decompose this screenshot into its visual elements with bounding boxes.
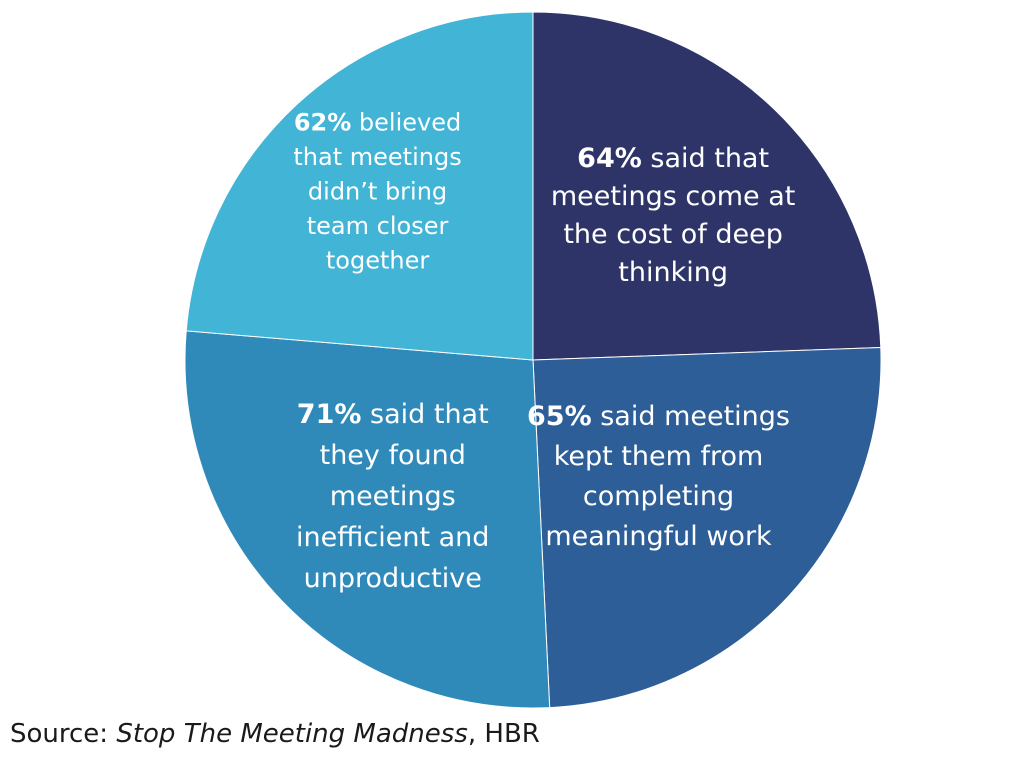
slice-label-line: together xyxy=(326,246,429,274)
slice-percent: 62% xyxy=(294,108,351,136)
slice-label-line: the cost of deep xyxy=(563,219,783,250)
slice-label-line: inefficient and xyxy=(296,522,489,553)
slice-percent: 64% xyxy=(577,143,642,174)
slice-labels: 64% said that meetings come at the cost of… xyxy=(293,108,795,593)
slice-label-line: team closer xyxy=(307,212,449,240)
slice-label-line: 71% said that xyxy=(297,399,489,430)
source-suffix: , HBR xyxy=(467,719,540,749)
pie-slices xyxy=(184,11,882,709)
slice-label-line: meaningful work xyxy=(545,521,772,552)
slice-label: 71% said that they found meetings inefficie… xyxy=(296,399,489,594)
pie-slice xyxy=(185,11,534,361)
slice-label-line: that meetings xyxy=(293,143,461,171)
slice-label: 62% believed that meetings didn’t bring tea… xyxy=(293,108,461,274)
pie-slice xyxy=(184,330,551,709)
slice-label-line: thinking xyxy=(618,257,728,288)
slice-label-line: they found xyxy=(320,440,466,471)
slice-label-line: unproductive xyxy=(304,563,482,594)
slice-label-line: meetings xyxy=(330,481,456,512)
source-prefix: Source: xyxy=(10,719,117,749)
slice-label-line: 64% said that xyxy=(577,143,769,174)
pie-slice xyxy=(532,11,882,361)
slice-label-line: didn’t bring xyxy=(308,177,447,205)
slice-label: 65% said meetings kept them from completin… xyxy=(527,401,790,552)
slice-label-line: 62% believed xyxy=(294,108,461,136)
pie-slice xyxy=(532,346,882,709)
slice-percent: 71% xyxy=(297,399,362,430)
slice-label-line: completing xyxy=(583,481,734,512)
source-note: Source: Stop The Meeting Madness, HBR xyxy=(10,719,540,749)
slice-label-line: meetings come at xyxy=(551,181,796,212)
source-title: Stop The Meeting Madness xyxy=(116,719,468,749)
slice-label: 64% said that meetings come at the cost of… xyxy=(551,143,796,288)
slice-percent: 65% xyxy=(527,401,592,432)
slice-label-line: kept them from xyxy=(554,441,764,472)
slice-label-line: 65% said meetings xyxy=(527,401,790,432)
